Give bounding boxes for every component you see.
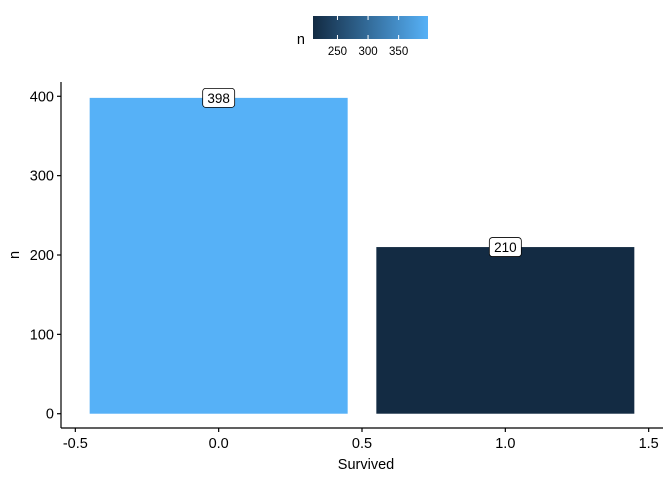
y-axis-title: n [7, 251, 23, 259]
x-axis-title: Survived [338, 457, 394, 473]
x-tick-label: 1.5 [639, 436, 659, 452]
y-tick-label: 200 [30, 248, 54, 264]
y-tick-label: 0 [46, 407, 54, 423]
x-tick-label: -0.5 [63, 436, 88, 452]
y-tick-label: 300 [30, 169, 54, 185]
legend-title: n [297, 32, 305, 48]
legend-ticks: 250 300 350 [328, 16, 408, 58]
x-tick-label: 0.5 [352, 436, 372, 452]
y-tick-label: 100 [30, 327, 54, 343]
bars [89, 97, 635, 414]
data-labels: 398 210 [202, 87, 522, 257]
legend-tick-label: 300 [358, 46, 377, 58]
bar [376, 247, 635, 414]
legend: n 250 300 350 [297, 16, 428, 58]
data-label-box [202, 87, 236, 108]
data-label: 398 [207, 91, 230, 106]
data-label-box [488, 237, 522, 257]
bar [89, 97, 348, 414]
data-label: 210 [494, 240, 517, 255]
y-tick-label: 400 [30, 89, 54, 105]
legend-colorbar [313, 16, 428, 39]
x-tick-label: 0.0 [209, 436, 229, 452]
y-axis-ticks: 0 100 200 300 400 [30, 89, 61, 423]
x-axis-ticks: -0.5 0.0 0.5 1.0 1.5 [63, 428, 659, 452]
legend-tick-label: 350 [389, 46, 408, 58]
legend-tick-label: 250 [328, 46, 347, 58]
x-tick-label: 1.0 [495, 436, 515, 452]
